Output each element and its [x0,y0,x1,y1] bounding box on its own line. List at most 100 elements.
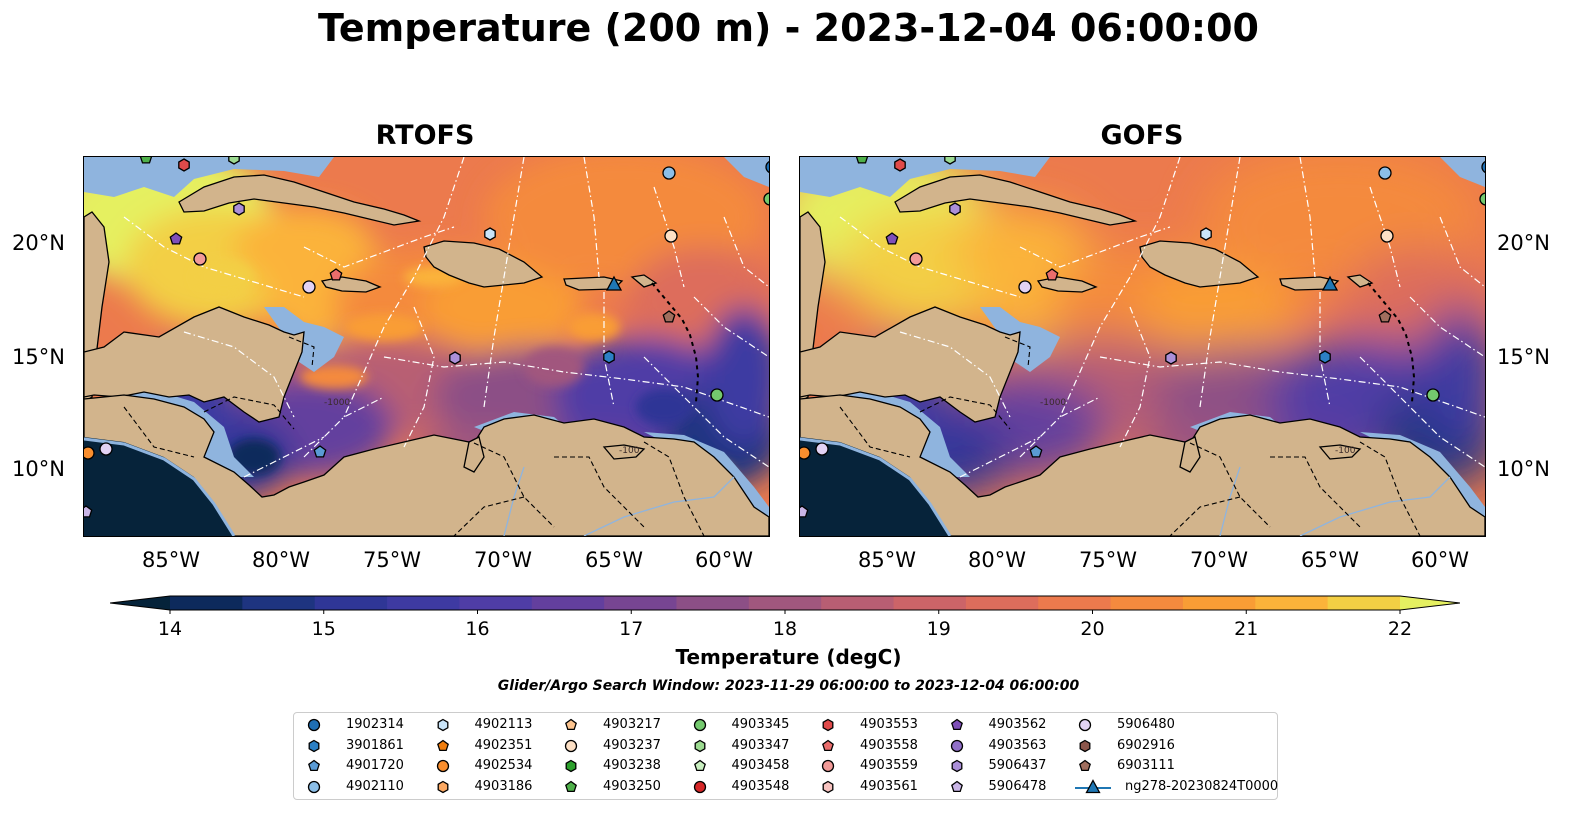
country-border [1004,336,1031,368]
legend-marker [436,759,449,773]
land-mass [178,174,422,226]
land-mass [320,276,382,293]
country-border [123,396,295,458]
legend-label: 4903559 [860,758,918,773]
river [583,476,735,536]
eez-boundary [183,331,295,418]
pacific-deep [800,437,950,536]
river [1219,466,1241,536]
colorbar-ticks: 14 15 16 17 18 19 20 21 22 [0,618,1577,644]
map-panel-gofs: -1000 -100 [799,156,1486,537]
eez-boundary [483,157,525,408]
circle-marker-icon [436,759,449,773]
colorbar-label: Temperature (degC) [675,645,902,669]
pentagon-marker-icon [822,739,834,751]
eez-boundary [1369,186,1485,358]
colorbar-segment [1038,596,1112,610]
legend-label: 5906478 [988,778,1047,794]
legend-marker [1079,739,1091,752]
lesser-antilles [1367,282,1416,403]
land-mass [800,306,1021,423]
colorbar-segment [1327,596,1401,610]
legend-marker [565,759,577,773]
lon-label-right: 70°W [1190,548,1248,572]
float-marker [84,505,93,518]
float-marker [949,202,961,216]
lon-label-right: 60°W [1411,548,1469,572]
hexagon-marker-icon [565,759,577,773]
land-mass [800,394,1485,536]
legend-marker [307,780,321,793]
legend-label: 4903553 [860,717,918,732]
eez-boundary [959,396,1101,478]
hexagon-marker-icon [308,739,320,752]
legend-label: 4903562 [988,717,1047,732]
legend-marker [821,759,835,773]
search-window-text: Glider/Argo Search Window: 2023-11-29 06… [497,678,1080,694]
eez-boundary [403,306,435,448]
legend-label: 4901720 [346,758,404,773]
legend-marker [437,718,448,732]
shallow-shelf [724,157,769,187]
shallow-shelf [980,307,1060,372]
legend-marker [565,718,577,731]
figure-title: Temperature (200 m) - 2023-12-04 06:00:0… [317,6,1259,50]
lon-label-left: 80°W [252,548,310,572]
legend-label: 3901861 [346,737,404,753]
circle-marker-icon [564,739,578,752]
lon-label-right: 80°W [968,548,1026,572]
pentagon-marker-icon [565,780,577,792]
legend-marker [822,718,834,732]
float-marker [1481,161,1485,173]
country-border [453,496,525,536]
float-marker [855,157,869,164]
circle-marker-icon [693,718,706,732]
contour-label: -1000 [1040,398,1066,408]
float-marker [894,158,906,172]
temperature-blobs [84,157,769,497]
float-marker [664,229,678,243]
float-marker [1319,350,1331,364]
colorbar-tick-label: 21 [1234,618,1259,640]
lon-label-left: 65°W [585,548,643,572]
circle-marker-icon [307,718,321,732]
lat-label-right: 20°N [1497,231,1550,255]
eez-boundary [653,186,769,358]
shallow-shelf [84,157,334,197]
legend-marker [308,759,320,772]
legend-label: 6903111 [1117,758,1175,773]
legend-label: 4903548 [731,778,790,794]
land-mass [84,394,769,536]
legend: 1902314 3901861 4901720 4902110 4902113 49023… [293,712,1278,800]
land-mass [1139,240,1260,288]
land-mass [463,436,485,473]
colorbar-extend-max [1400,596,1460,610]
legend-label: 4903561 [860,778,918,794]
colorbar-segment [893,596,967,610]
lat-label-left: 15°N [12,345,65,369]
colorbar-segment [1255,596,1329,610]
lon-label-right: 85°W [858,548,916,572]
legend-marker [307,718,321,732]
lat-label-left: 10°N [12,457,65,481]
legend-label: 4903558 [860,737,918,753]
pentagon-marker-icon [693,759,706,772]
eez-boundary [1439,216,1485,288]
eez-boundary [723,216,769,288]
hexagon-marker-icon [822,780,834,793]
land-mass [894,174,1138,226]
legend-label: 4902110 [346,778,404,794]
shallow-shelf [800,157,1050,197]
land-mass [84,306,305,423]
colorbar-tick-label: 17 [619,618,644,640]
circle-marker-icon [1078,718,1092,732]
lesser-antilles [651,282,700,403]
hexagon-marker-icon [951,759,962,773]
colorbar-tick-label: 15 [311,618,336,640]
glider-marker-icon [605,275,623,291]
legend-marker [1078,718,1092,732]
contour-label: -100 [619,446,640,456]
land-mass [1179,436,1201,473]
legend-marker [693,759,706,772]
eez-boundary [383,356,769,418]
